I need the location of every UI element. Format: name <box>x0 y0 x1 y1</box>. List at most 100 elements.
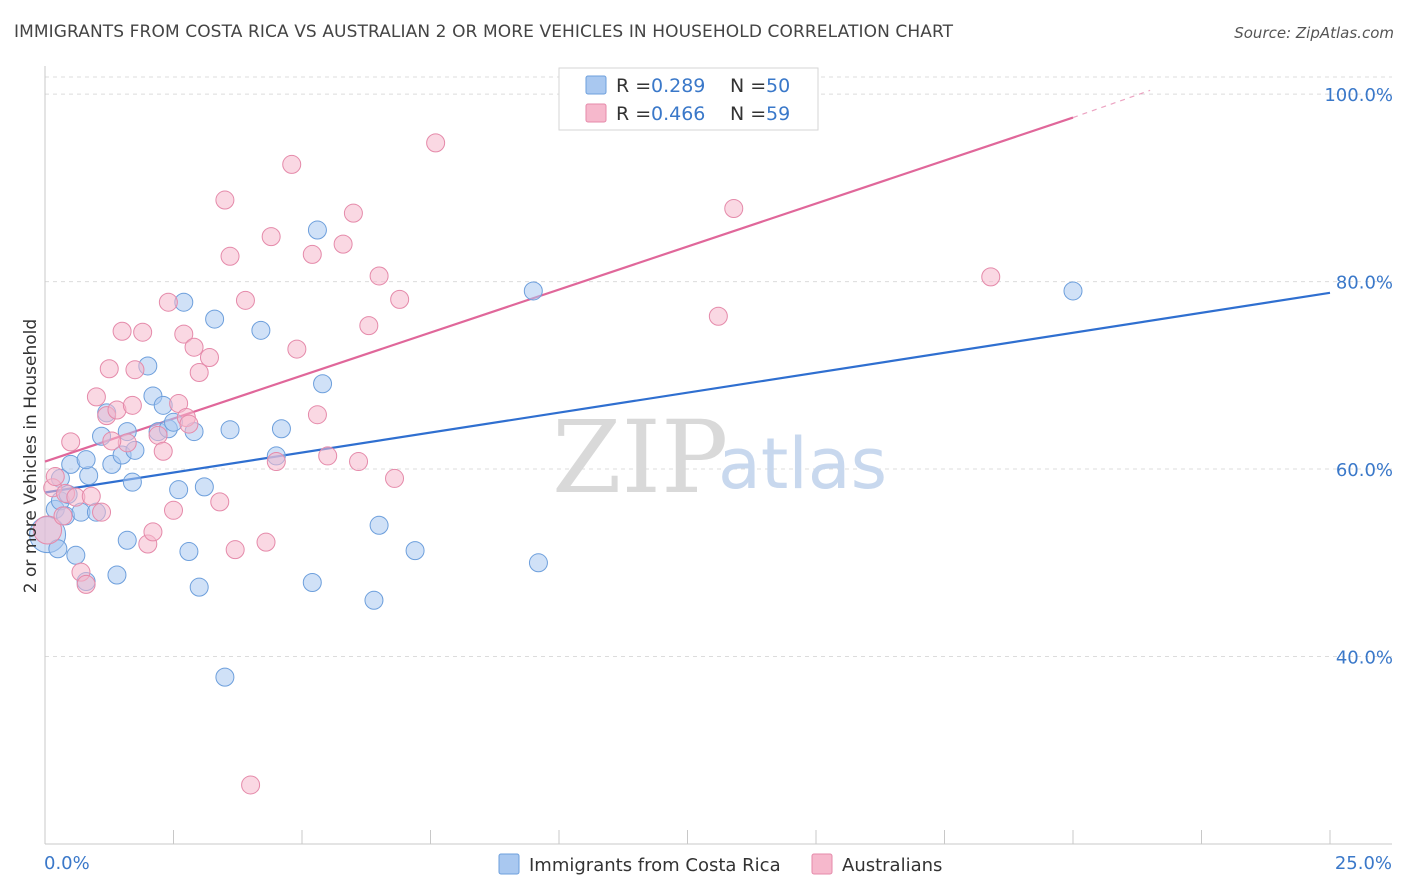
point-australians <box>266 452 286 472</box>
legend-n-value-1: 50 <box>766 75 790 97</box>
point-australians <box>86 387 106 407</box>
point-australians <box>189 363 209 383</box>
point-costa-rica <box>122 472 142 492</box>
point-costa-rica <box>215 667 235 687</box>
point-australians <box>282 154 302 174</box>
point-australians <box>174 324 194 344</box>
point-australians <box>385 468 405 488</box>
point-costa-rica <box>76 450 96 470</box>
point-costa-rica <box>169 480 189 500</box>
grid-lines <box>45 76 1392 658</box>
x-tick-max: 25.0% <box>1335 853 1392 874</box>
point-costa-rica <box>66 545 86 565</box>
point-australians <box>307 405 327 425</box>
point-costa-rica <box>271 419 291 439</box>
point-australians <box>45 467 65 487</box>
y-tick-label: 80.0% <box>1336 273 1393 294</box>
point-australians <box>369 266 389 286</box>
legend-r-label-2: R = <box>616 103 651 125</box>
point-costa-rica <box>1063 281 1083 301</box>
point-australians <box>390 289 410 309</box>
trend-lines <box>44 89 1331 494</box>
point-australians <box>287 339 307 359</box>
trend-line-costa-rica <box>44 291 1331 494</box>
x-tick-min: 0.0% <box>44 853 90 874</box>
point-australians <box>199 348 219 368</box>
point-costa-rica <box>369 515 389 535</box>
top-legend: R = 0.289 N = 50 R = 0.466 N = 59 <box>558 67 819 131</box>
point-australians <box>215 190 235 210</box>
legend-r-label-1: R = <box>616 75 651 97</box>
point-australians <box>133 322 153 342</box>
point-australians <box>708 306 728 326</box>
data-points <box>29 133 1083 795</box>
point-costa-rica <box>523 281 543 301</box>
legend-n-label-2: N = <box>730 103 766 125</box>
point-costa-rica <box>189 577 209 597</box>
point-australians <box>235 290 255 310</box>
bottom-legend-swatch-costa-rica <box>498 853 520 875</box>
watermark-zip: ZIP <box>552 399 728 516</box>
watermark-atlas: atlas <box>718 423 887 505</box>
point-australians <box>184 337 204 357</box>
point-australians <box>153 441 173 461</box>
y-tick-labels: 100.0% 80.0% 60.0% 40.0% <box>1324 85 1393 668</box>
point-australians <box>92 502 112 522</box>
point-australians <box>333 234 353 254</box>
point-australians <box>61 432 81 452</box>
chart-title: IMMIGRANTS FROM COSTA RICA VS AUSTRALIAN… <box>14 22 954 42</box>
watermark: ZIP atlas <box>552 399 887 516</box>
point-australians <box>33 515 63 545</box>
point-costa-rica <box>251 320 271 340</box>
point-costa-rica <box>528 553 548 573</box>
point-australians <box>99 359 119 379</box>
point-costa-rica <box>194 477 214 497</box>
y-tick-label: 60.0% <box>1336 460 1393 481</box>
point-australians <box>148 425 168 445</box>
legend-swatch-blue <box>585 75 607 95</box>
point-australians <box>164 500 183 520</box>
point-australians <box>302 244 322 264</box>
point-costa-rica <box>405 541 425 561</box>
point-australians <box>143 522 163 542</box>
point-australians <box>210 492 230 512</box>
y-tick-label: 100.0% <box>1324 85 1393 106</box>
point-australians <box>53 506 73 526</box>
point-australians <box>256 532 276 552</box>
legend-n-value-2: 59 <box>766 103 790 125</box>
bottom-legend-swatch-australians <box>811 853 833 875</box>
point-australians <box>343 203 363 223</box>
point-australians <box>76 574 96 594</box>
point-australians <box>179 414 199 434</box>
point-australians <box>724 198 744 218</box>
trend-line-australians <box>44 116 1074 463</box>
legend-r-value-2: 0.466 <box>651 103 705 125</box>
legend-r-value-1: 0.289 <box>651 75 705 97</box>
point-costa-rica <box>179 542 199 562</box>
point-australians <box>261 227 281 247</box>
point-australians <box>81 486 101 506</box>
point-costa-rica <box>364 590 384 610</box>
point-australians <box>220 246 240 266</box>
axes <box>44 66 1392 845</box>
point-australians <box>349 452 369 472</box>
chart-source: Source: ZipAtlas.com <box>1234 24 1394 42</box>
point-australians <box>125 360 145 380</box>
point-australians <box>359 316 379 336</box>
point-australians <box>112 321 132 341</box>
x-tick-labels: 0.0% 25.0% <box>44 853 1392 874</box>
point-australians <box>122 395 142 415</box>
point-australians <box>318 446 338 466</box>
bottom-legend-costa-rica: Immigrants from Costa Rica <box>529 855 781 876</box>
legend-n-label-1: N = <box>730 75 766 97</box>
bottom-legend-australians: Australians <box>842 855 942 876</box>
point-costa-rica <box>313 374 333 394</box>
point-australians <box>981 267 1001 287</box>
point-australians <box>225 540 245 560</box>
bottom-legend: Immigrants from Costa Rica Australians <box>498 853 942 876</box>
point-costa-rica <box>307 220 327 240</box>
point-costa-rica <box>205 309 225 329</box>
point-australians <box>241 775 261 795</box>
point-australians <box>426 133 446 153</box>
